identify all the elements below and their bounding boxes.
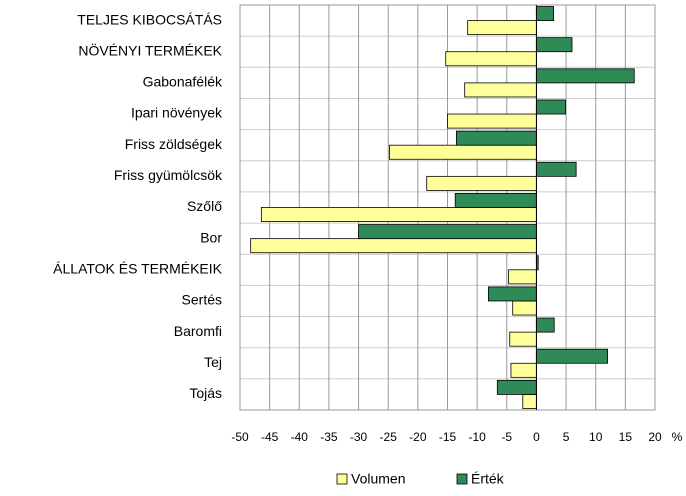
y-tick-label: Tej bbox=[204, 354, 222, 370]
bar bbox=[426, 175, 537, 191]
x-tick-label: -10 bbox=[468, 430, 486, 444]
bar bbox=[536, 37, 573, 53]
bar bbox=[464, 82, 537, 98]
x-tick-label: -15 bbox=[439, 430, 457, 444]
legend-label: Volumen bbox=[351, 471, 405, 487]
x-tick-label: -20 bbox=[409, 430, 427, 444]
bar bbox=[358, 224, 537, 240]
bar bbox=[510, 362, 537, 378]
x-tick-label: -30 bbox=[350, 430, 368, 444]
x-tick-label: -25 bbox=[380, 430, 398, 444]
bar bbox=[250, 238, 537, 254]
x-tick-label: -5 bbox=[501, 430, 512, 444]
y-tick-label: Szőlő bbox=[187, 198, 222, 214]
y-tick-label: ÁLLATOK ÉS TERMÉKEIK bbox=[53, 261, 223, 277]
bar bbox=[445, 51, 537, 67]
y-tick-label: Bor bbox=[200, 229, 222, 245]
bar bbox=[260, 207, 537, 222]
bar bbox=[509, 331, 537, 347]
bar bbox=[536, 99, 566, 115]
bar bbox=[508, 269, 537, 285]
y-tick-label: NÖVÉNYI TERMÉKEK bbox=[78, 41, 222, 58]
bar bbox=[455, 130, 537, 146]
bar bbox=[536, 317, 555, 333]
x-tick-label: 0 bbox=[533, 430, 540, 444]
y-tick-label: Friss zöldségek bbox=[125, 136, 223, 152]
x-tick-label: 15 bbox=[619, 430, 633, 444]
legend-swatch bbox=[336, 473, 348, 485]
bar bbox=[536, 6, 555, 21]
x-tick-label: -50 bbox=[231, 430, 249, 444]
x-tick-label: 10 bbox=[589, 430, 603, 444]
bar bbox=[454, 193, 537, 208]
x-tick-label: 20 bbox=[648, 430, 662, 444]
bar bbox=[536, 68, 635, 84]
y-tick-label: Gabonafélék bbox=[143, 74, 223, 90]
x-tick-label: -35 bbox=[320, 430, 338, 444]
bar bbox=[536, 161, 577, 177]
legend-label: Érték bbox=[471, 471, 505, 487]
bar bbox=[388, 144, 537, 160]
x-axis-label: % bbox=[672, 430, 683, 444]
y-tick-label: Sertés bbox=[182, 292, 222, 308]
bar bbox=[496, 379, 537, 395]
y-tick-label: Ipari növények bbox=[131, 105, 223, 121]
bar bbox=[512, 300, 537, 316]
y-tick-label: Tojás bbox=[189, 385, 222, 401]
bar bbox=[447, 113, 537, 129]
bar bbox=[536, 348, 608, 364]
y-tick-label: Friss gyümölcsök bbox=[114, 167, 223, 183]
x-tick-label: -40 bbox=[291, 430, 309, 444]
bar bbox=[467, 20, 537, 36]
x-tick-label: 5 bbox=[563, 430, 570, 444]
legend-swatch bbox=[456, 473, 468, 485]
y-tick-label: Baromfi bbox=[174, 323, 222, 339]
y-tick-label: TELJES KIBOCSÁTÁS bbox=[77, 11, 222, 27]
bar bbox=[488, 286, 537, 302]
bar bbox=[522, 394, 537, 409]
x-tick-label: -45 bbox=[261, 430, 279, 444]
